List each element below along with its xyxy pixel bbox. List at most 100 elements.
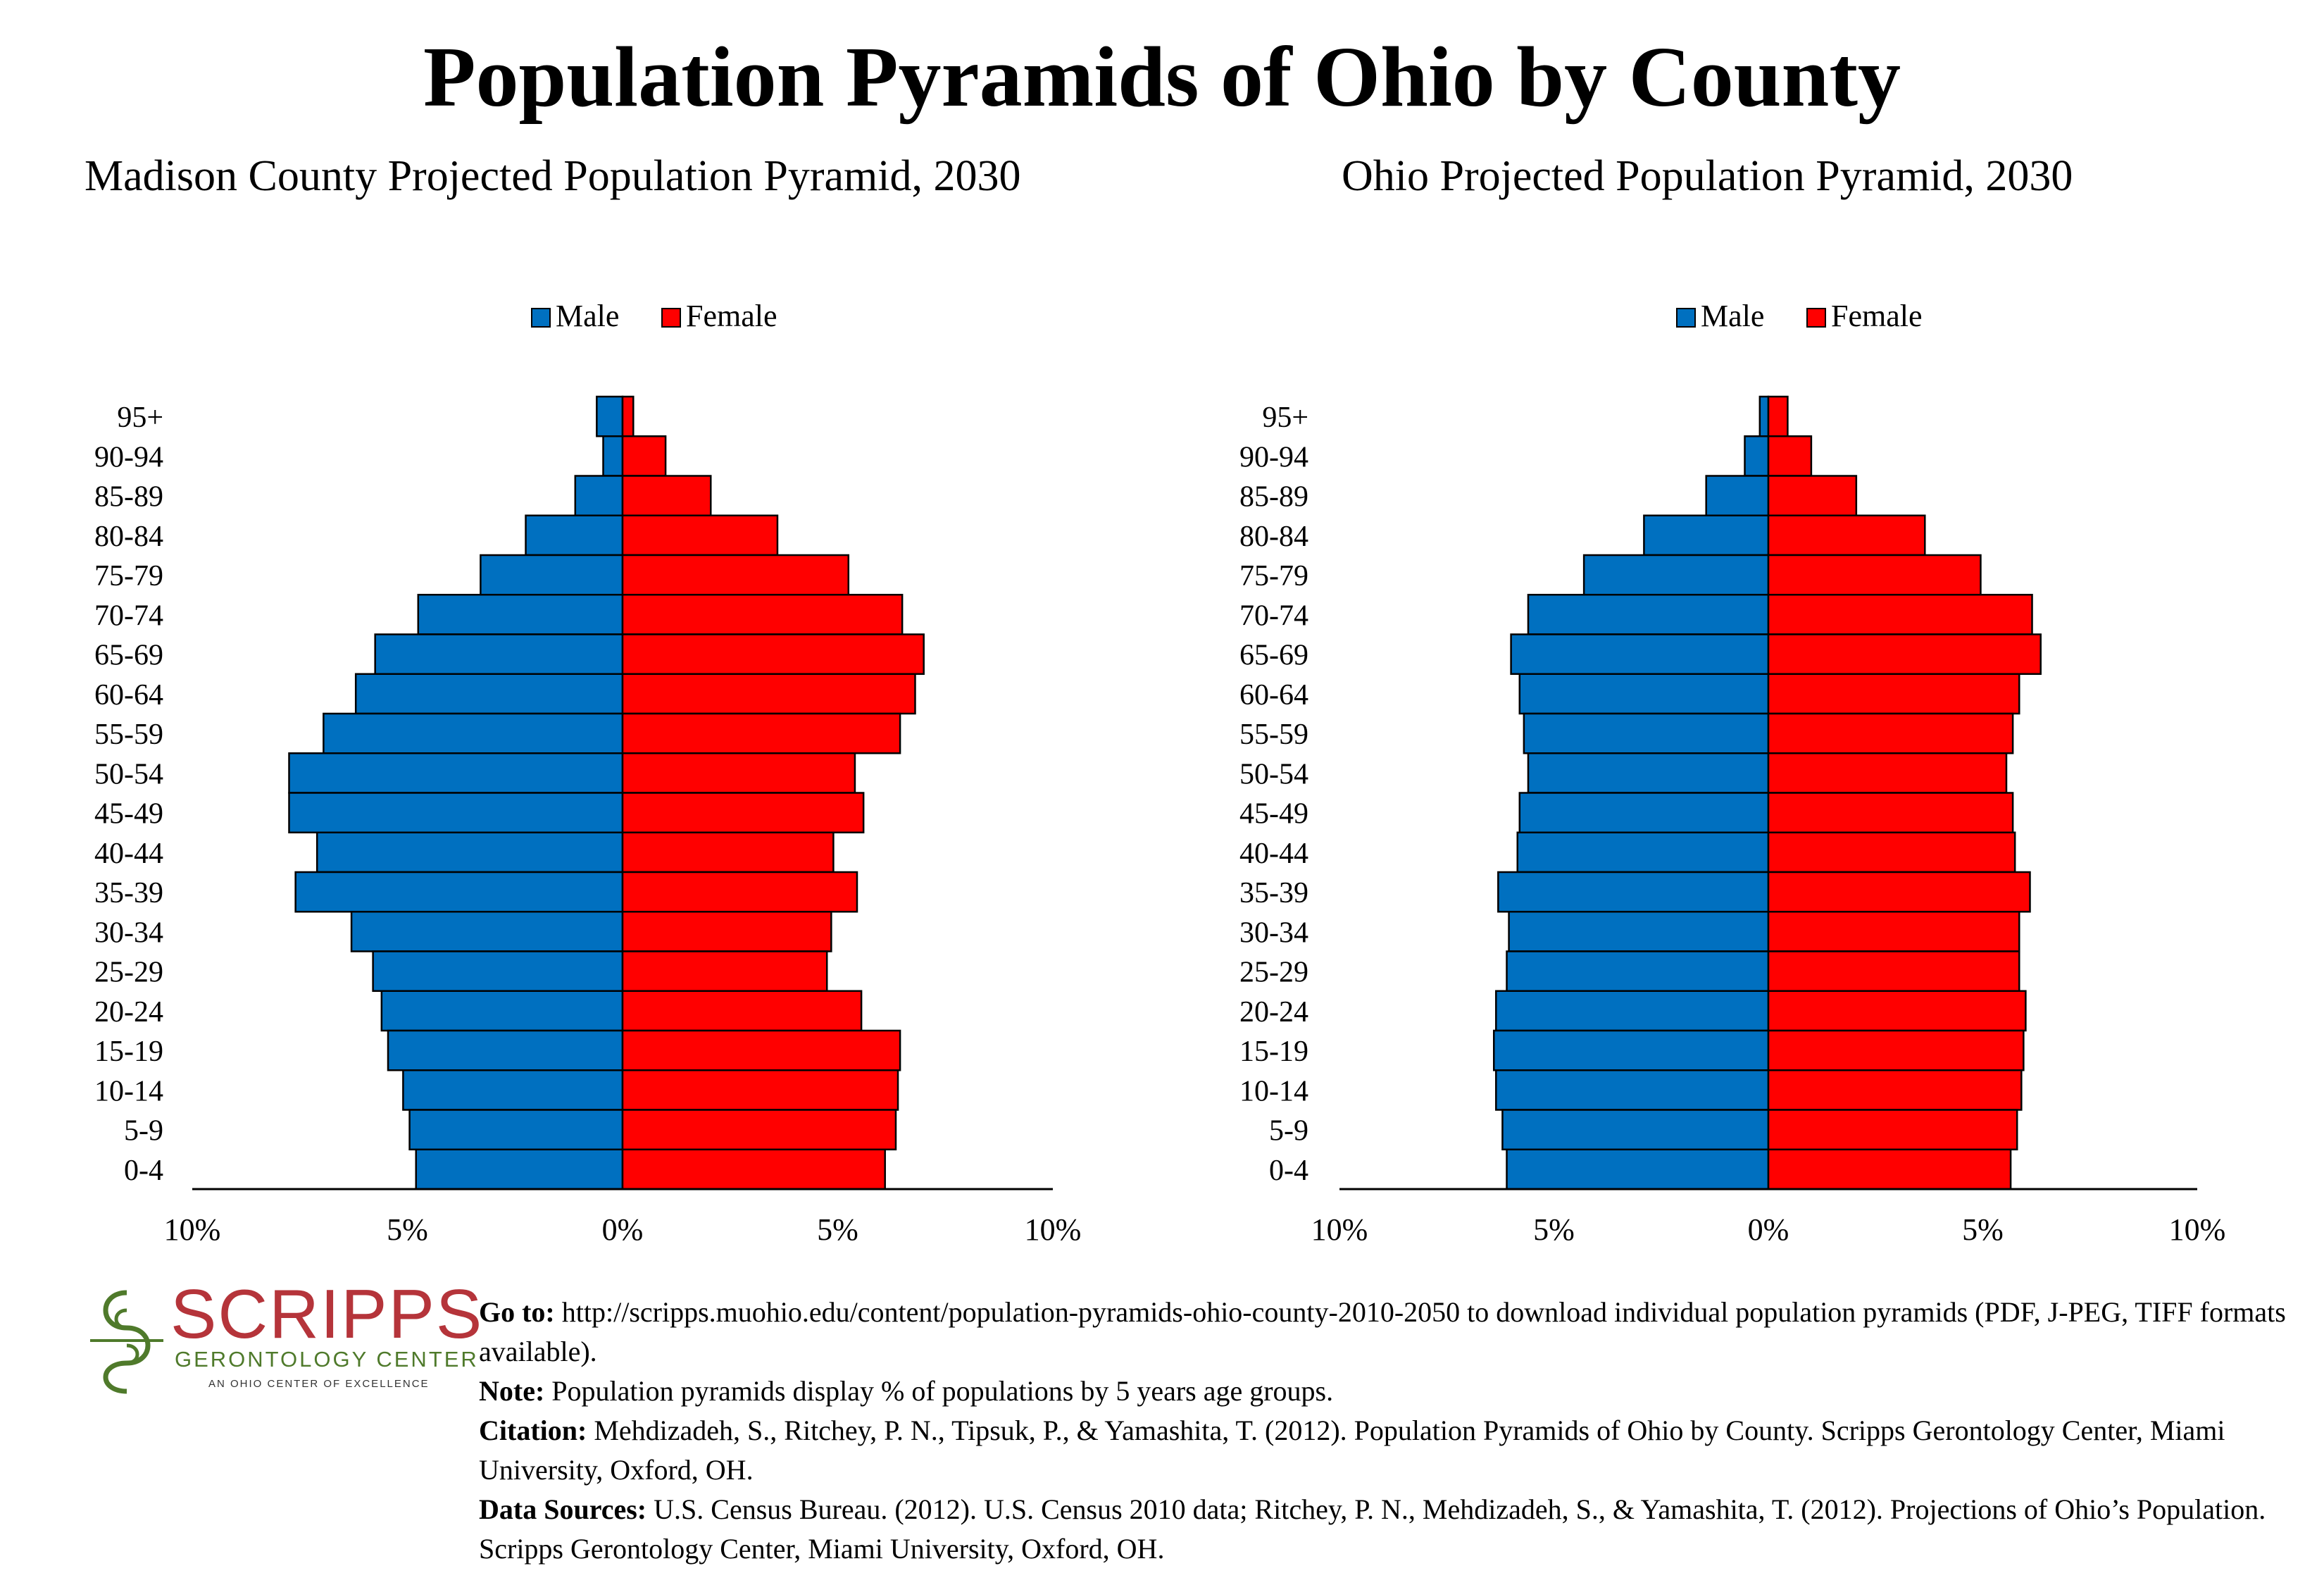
- age-label: 20-24: [1239, 996, 1308, 1028]
- footer-goto: Go to: http://scripps.muohio.edu/content…: [479, 1293, 2310, 1372]
- bar-male-35-39: [294, 871, 624, 913]
- footer-note-text: Population pyramids display % of populat…: [551, 1375, 1334, 1407]
- age-label: 45-49: [1239, 798, 1308, 831]
- age-label: 25-29: [94, 957, 163, 989]
- bar-female-65-69: [621, 633, 925, 675]
- x-tick-label: 10%: [1025, 1212, 1082, 1247]
- legend: Male Female: [531, 299, 777, 333]
- bar-female-10-14: [1767, 1069, 2023, 1111]
- bar-female-75-79: [621, 554, 850, 596]
- bar-female-85-89: [1767, 475, 1858, 516]
- age-label: 60-64: [1239, 679, 1308, 711]
- bar-male-10-14: [402, 1069, 624, 1111]
- x-tick-label: 0%: [1748, 1212, 1789, 1247]
- footer-sources: Data Sources: U.S. Census Bureau. (2012)…: [479, 1490, 2310, 1569]
- bar-male-90-94: [602, 435, 624, 477]
- bar-female-10-14: [621, 1069, 899, 1111]
- bar-male-85-89: [1705, 475, 1770, 516]
- age-label: 5-9: [124, 1115, 163, 1148]
- main-title: Population Pyramids of Ohio by County: [423, 30, 1901, 125]
- legend-label-female: Female: [686, 299, 777, 333]
- bar-male-40-44: [1516, 831, 1770, 874]
- bar-female-70-74: [621, 594, 904, 635]
- x-tick-label: 0%: [602, 1212, 644, 1247]
- legend-swatch-female: [1806, 308, 1826, 328]
- age-label: 0-4: [1269, 1155, 1308, 1187]
- footer-note: Note: Population pyramids display % of p…: [479, 1372, 2310, 1411]
- bar-female-5-9: [1767, 1109, 2018, 1150]
- age-label: 55-59: [94, 719, 163, 751]
- bar-male-65-69: [374, 633, 624, 675]
- bar-female-85-89: [621, 475, 712, 516]
- age-label: 85-89: [94, 481, 163, 514]
- chart-title-madison: Madison County Projected Population Pyra…: [85, 152, 1021, 200]
- age-label: 90-94: [1239, 441, 1308, 473]
- age-label: 80-84: [1239, 521, 1308, 553]
- bar-female-0-4: [621, 1148, 886, 1191]
- legend: Male Female: [1676, 299, 1923, 333]
- x-tick-label: 5%: [387, 1212, 428, 1247]
- bar-male-0-4: [1506, 1148, 1770, 1191]
- age-label: 15-19: [94, 1036, 163, 1068]
- x-tick-label: 10%: [164, 1212, 221, 1247]
- x-tick-label: 5%: [817, 1212, 858, 1247]
- bar-female-35-39: [1767, 871, 2031, 913]
- bar-female-60-64: [621, 673, 916, 715]
- age-label: 70-74: [94, 599, 163, 632]
- bar-female-40-44: [621, 831, 835, 874]
- age-label: 40-44: [1239, 838, 1308, 870]
- bar-male-80-84: [525, 514, 624, 557]
- bar-male-45-49: [1518, 792, 1770, 833]
- footer-sources-label: Data Sources:: [479, 1493, 647, 1525]
- age-label: 65-69: [1239, 640, 1308, 672]
- bar-male-70-74: [1527, 594, 1770, 635]
- legend-label-male: Male: [1701, 299, 1764, 333]
- age-label: 10-14: [94, 1075, 163, 1107]
- bar-male-20-24: [1495, 990, 1770, 1032]
- bar-male-85-89: [574, 475, 624, 516]
- bar-male-30-34: [1508, 911, 1770, 952]
- bar-female-95+: [1767, 395, 1789, 437]
- footer-note-label: Note:: [479, 1375, 545, 1407]
- age-label: 35-39: [1239, 877, 1308, 909]
- bar-female-75-79: [1767, 554, 1982, 596]
- footer-sources-text: U.S. Census Bureau. (2012). U.S. Census …: [479, 1493, 2266, 1565]
- pyramid-chart-madison: Male Female 95+ 90-94 85-89 80-84 75-79 70-74 65…: [94, 299, 1082, 1247]
- age-label: 70-74: [1239, 599, 1308, 632]
- bar-female-65-69: [1767, 633, 2042, 675]
- legend-swatch-male: [1676, 308, 1696, 328]
- age-label: 80-84: [94, 521, 163, 553]
- age-label: 95+: [117, 402, 163, 434]
- age-label: 30-34: [94, 916, 163, 949]
- bar-female-25-29: [1767, 950, 2020, 992]
- bar-female-45-49: [1767, 792, 2014, 833]
- bar-male-20-24: [380, 990, 624, 1032]
- age-label: 15-19: [1239, 1036, 1308, 1068]
- age-label: 5-9: [1269, 1115, 1308, 1148]
- bar-male-75-79: [1582, 554, 1770, 596]
- x-tick-label: 5%: [1962, 1212, 2004, 1247]
- logo-tagline: AN OHIO CENTER OF EXCELLENCE: [208, 1378, 430, 1390]
- x-tick-label: 5%: [1533, 1212, 1575, 1247]
- bar-female-60-64: [1767, 673, 2020, 715]
- footer-citation-label: Citation:: [479, 1415, 587, 1446]
- bar-female-40-44: [1767, 831, 2016, 874]
- age-label: 30-34: [1239, 916, 1308, 949]
- bar-female-15-19: [621, 1029, 901, 1071]
- age-label: 40-44: [94, 838, 163, 870]
- bar-male-0-4: [415, 1148, 624, 1191]
- footer-goto-label: Go to:: [479, 1296, 555, 1328]
- x-tick-label: 10%: [1311, 1212, 1368, 1247]
- age-label: 65-69: [94, 640, 163, 672]
- footer-goto-link[interactable]: http://scripps.muohio.edu/content/popula…: [479, 1296, 2286, 1367]
- footer-citation-text: Mehdizadeh, S., Ritchey, P. N., Tipsuk, …: [479, 1415, 2225, 1486]
- bar-male-60-64: [1518, 673, 1770, 715]
- age-label: 55-59: [1239, 719, 1308, 751]
- bar-male-95+: [1758, 395, 1770, 437]
- footer-citation: Citation: Mehdizadeh, S., Ritchey, P. N.…: [479, 1411, 2310, 1490]
- bar-female-30-34: [1767, 911, 2020, 952]
- bar-female-30-34: [621, 911, 832, 952]
- bar-female-0-4: [1767, 1148, 2012, 1191]
- bar-male-90-94: [1744, 435, 1770, 477]
- age-label: 95+: [1262, 402, 1308, 434]
